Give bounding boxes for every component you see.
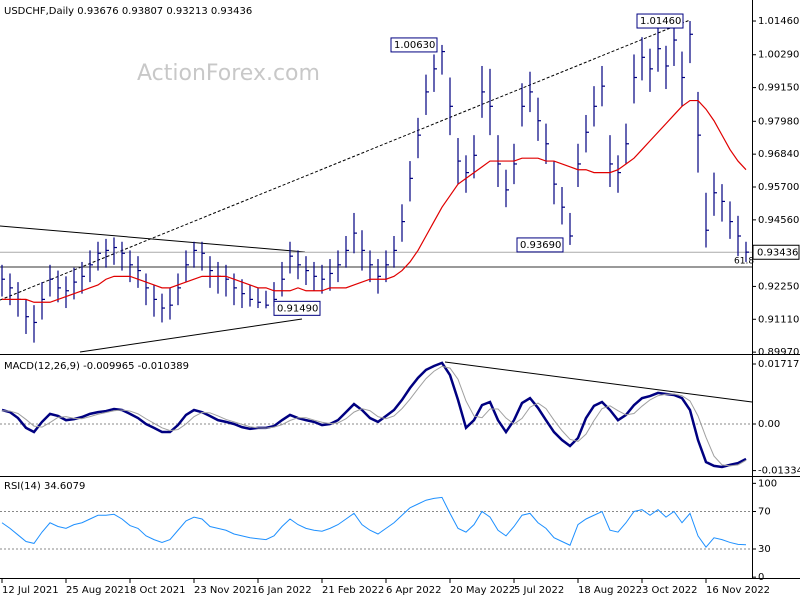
- y-tick-label: 0.95700: [758, 182, 799, 193]
- y-tick-label: -0.01334: [758, 466, 800, 477]
- y-tick-label: 70: [758, 506, 771, 517]
- x-tick-label: 12 Jul 2021: [2, 585, 59, 596]
- indicator-line: [1, 361, 747, 469]
- y-tick-label: 1.01460: [758, 16, 799, 27]
- triangle-upper: [0, 225, 306, 253]
- x-tick-label: 23 Nov 2021: [194, 585, 258, 596]
- macd-title: MACD(12,26,9) -0.009965 -0.010389: [4, 361, 189, 372]
- chart-title: USDCHF,Daily 0.93676 0.93807 0.93213 0.9…: [4, 6, 252, 17]
- x-tick-label: 16 Nov 2022: [706, 585, 770, 596]
- y-tick-label: 0.017176: [758, 359, 800, 370]
- annotation-label: 1.01460: [640, 16, 681, 27]
- annotation-box: [273, 300, 321, 316]
- macd-trend-line: [444, 361, 753, 403]
- rsi-title: RSI(14) 34.6079: [4, 481, 85, 492]
- y-tick-label: 0.96840: [758, 149, 799, 160]
- last-price-box: [752, 244, 800, 260]
- indicator-line: [1, 496, 747, 548]
- annotation-box: [636, 13, 684, 29]
- y-tick-label: 30: [758, 544, 771, 555]
- triangle-lower: [79, 318, 303, 353]
- fib-label: 61.8: [734, 257, 754, 267]
- y-tick-label: 0.94560: [758, 215, 799, 226]
- y-tick-label: 0.00: [758, 419, 780, 430]
- y-tick-label: 0.97980: [758, 116, 799, 127]
- y-tick-label: 1.00290: [758, 50, 799, 61]
- annotation-box: [390, 37, 438, 53]
- x-tick-label: 3 Oct 2022: [642, 585, 697, 596]
- x-tick-label: 8 Oct 2021: [130, 585, 185, 596]
- annotation-box: [516, 237, 564, 253]
- x-tick-label: 18 Aug 2022: [578, 585, 642, 596]
- last-price-label: 0.93436: [757, 247, 798, 258]
- y-tick-label: 100: [758, 478, 777, 489]
- watermark: ActionForex.com: [137, 61, 320, 86]
- x-tick-label: 6 Jan 2022: [258, 585, 312, 596]
- y-tick-label: 0: [758, 572, 764, 583]
- annotation-label: 0.93690: [520, 240, 561, 251]
- x-tick-label: 20 May 2022: [450, 585, 515, 596]
- annotation-label: 0.91490: [277, 303, 318, 314]
- y-tick-label: 0.99150: [758, 83, 799, 94]
- x-tick-label: 6 Apr 2022: [386, 585, 441, 596]
- y-tick-label: 0.92250: [758, 281, 799, 292]
- y-tick-label: 0.89970: [758, 347, 799, 358]
- y-tick-label: 0.91110: [758, 314, 799, 325]
- x-tick-label: 25 Aug 2021: [66, 585, 130, 596]
- trend-line: [0, 19, 691, 301]
- annotation-label: 1.00630: [394, 40, 435, 51]
- x-tick-label: 21 Feb 2022: [322, 585, 384, 596]
- x-tick-label: 5 Jul 2022: [514, 585, 564, 596]
- indicator-line: [1, 365, 747, 467]
- moving-average: [2, 99, 747, 303]
